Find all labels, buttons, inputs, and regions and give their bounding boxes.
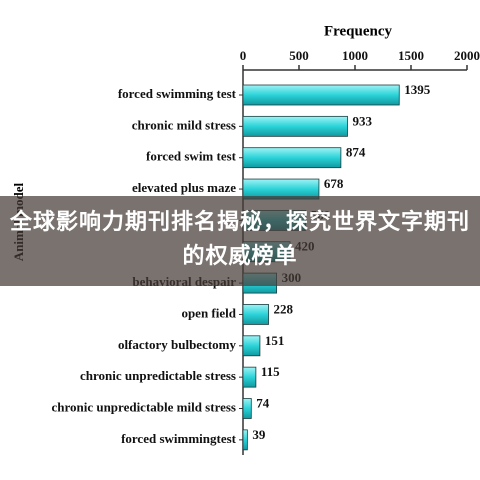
x-tick-label: 1000 (342, 48, 368, 63)
value-label: 933 (352, 113, 372, 128)
value-label: 115 (261, 364, 280, 379)
value-label: 39 (252, 427, 265, 442)
bar (242, 429, 248, 451)
x-tick-label: 500 (289, 48, 309, 63)
y-tick-label: chronic unpredictable mild stress (51, 399, 236, 414)
y-tick-label: open field (181, 305, 236, 320)
x-tick-label: 2000 (454, 48, 480, 63)
value-label: 228 (274, 301, 294, 316)
value-label: 678 (324, 176, 344, 191)
y-tick-label: forced swimmingtest (121, 431, 237, 446)
x-tick-label: 1500 (398, 48, 424, 63)
banner: 全球影响力期刊排名揭秘，探究世界文字期刊的权威榜单 (0, 196, 480, 286)
y-tick-label: forced swim test (146, 149, 237, 164)
bar (242, 304, 269, 325)
value-label: 151 (265, 333, 285, 348)
bar (242, 398, 252, 419)
x-tick-label: 0 (240, 48, 247, 63)
y-tick-label: olfactory bulbectomy (118, 337, 237, 352)
value-label: 74 (256, 395, 270, 410)
bar (242, 84, 400, 106)
y-tick-label: chronic mild stress (132, 117, 236, 132)
value-label: 874 (346, 145, 366, 160)
value-label: 1395 (404, 82, 431, 97)
bar (242, 366, 257, 388)
banner-title: 全球影响力期刊排名揭秘，探究世界文字期刊的权威榜单 (9, 210, 470, 269)
bar (242, 115, 348, 137)
y-tick-label: chronic unpredictable stress (80, 368, 236, 383)
x-axis-title: Frequency (324, 23, 393, 39)
y-tick-label: elevated plus maze (132, 180, 236, 195)
bar (242, 335, 261, 357)
bar (242, 147, 342, 169)
y-tick-label: forced swimming test (118, 86, 237, 101)
